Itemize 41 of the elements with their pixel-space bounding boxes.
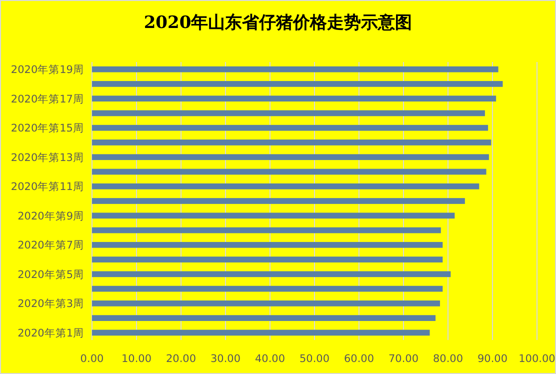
x-tick-label: 100.00 (518, 353, 556, 365)
y-tick-label: 2020年第3周 (18, 298, 84, 310)
y-tick-label: 2020年第17周 (10, 93, 84, 106)
bar (92, 124, 488, 131)
bar (92, 140, 492, 146)
bar (92, 212, 455, 219)
bar (92, 286, 443, 292)
x-tick-label: 70.00 (388, 353, 419, 365)
x-tick-label: 30.00 (210, 353, 241, 365)
y-tick-label: 2020年第1周 (18, 327, 84, 340)
x-tick-label: 90.00 (477, 353, 508, 365)
x-tick-label: 10.00 (121, 353, 152, 365)
bar (92, 96, 496, 102)
x-tick-label: 80.00 (432, 353, 464, 365)
x-tick-label: 0.00 (80, 353, 104, 365)
bar (92, 242, 443, 248)
bar (92, 227, 441, 234)
bar (92, 168, 486, 175)
y-tick-label: 2020年第19周 (10, 64, 84, 76)
x-tick-label: 20.00 (166, 353, 196, 365)
bar (92, 154, 489, 160)
y-tick-label: 2020年第5周 (18, 268, 84, 281)
y-tick-label: 2020年第11周 (10, 181, 84, 194)
y-tick-label: 2020年第7周 (18, 240, 84, 252)
y-tick-label: 2020年第13周 (10, 152, 84, 164)
bar (92, 66, 498, 72)
bar (92, 81, 503, 87)
chart-title: 2020年山东省仔猪价格走势示意图 (144, 13, 412, 33)
x-tick-label: 40.00 (254, 353, 286, 365)
bar (92, 300, 440, 306)
x-tick-label: 50.00 (299, 353, 330, 365)
y-tick-label: 2020年第9周 (18, 210, 84, 222)
x-tick-label: 60.00 (344, 353, 374, 365)
bar (92, 256, 443, 262)
bar (92, 271, 451, 278)
bar (92, 330, 430, 336)
y-tick-label: 2020年第15周 (10, 122, 84, 135)
bar (92, 183, 480, 190)
bar (92, 198, 465, 204)
bar (92, 110, 485, 116)
bar (92, 315, 436, 321)
